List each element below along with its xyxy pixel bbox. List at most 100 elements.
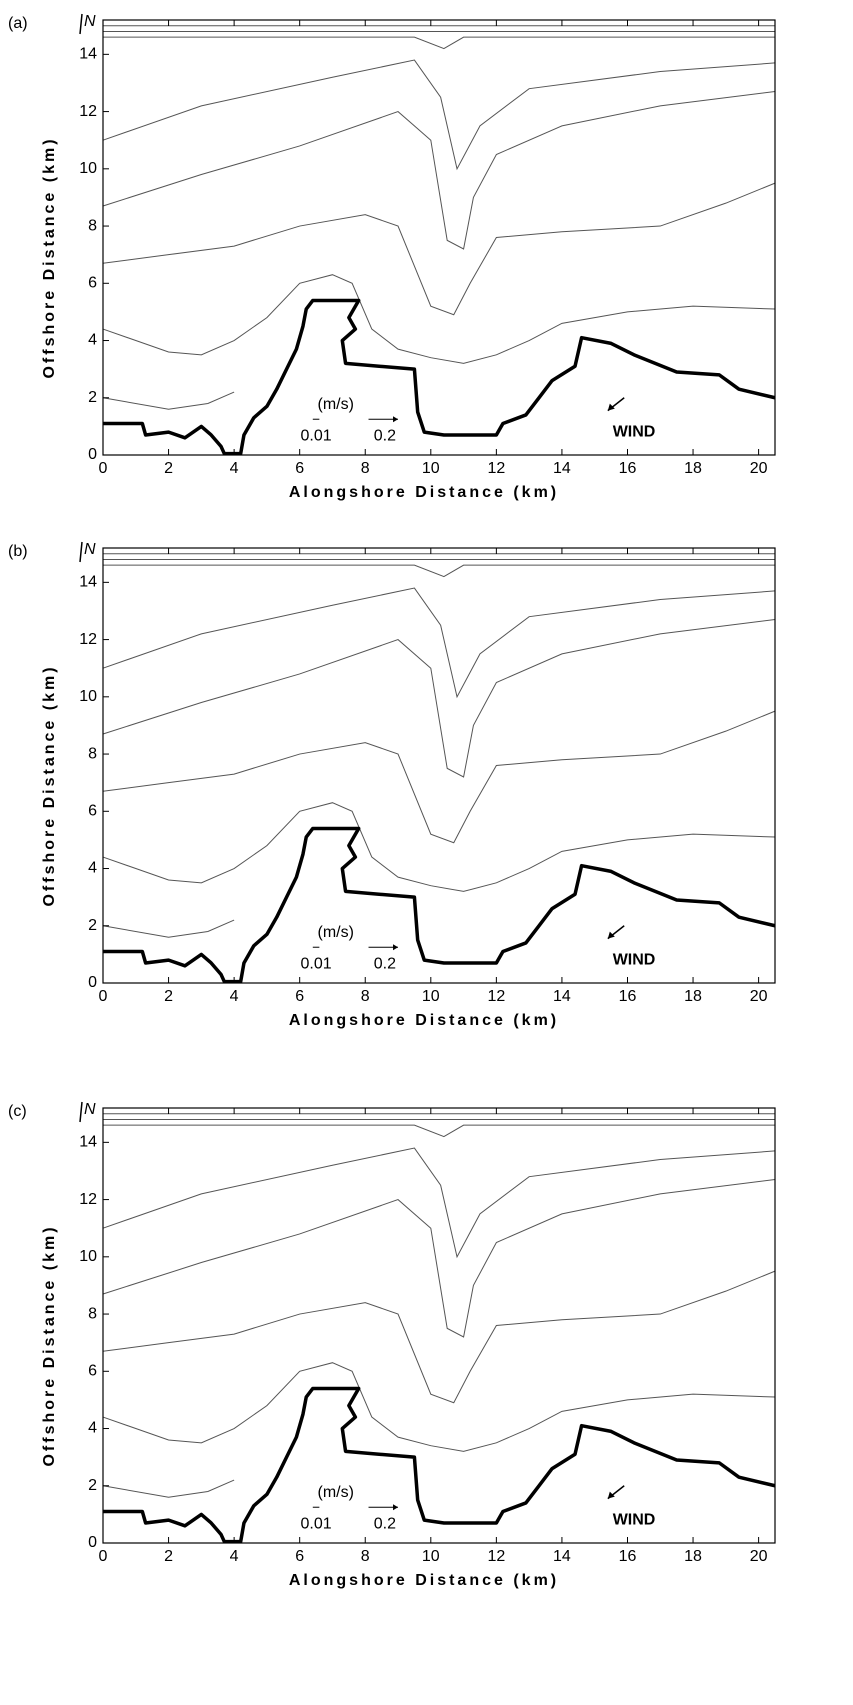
x-tick-label: 18: [684, 460, 702, 477]
plot-frame: [102, 19, 776, 456]
x-tick-label: 10: [422, 460, 440, 477]
x-tick-label: 16: [619, 988, 637, 1005]
y-tick-label: 10: [79, 688, 97, 705]
x-tick-label: 14: [553, 1548, 571, 1565]
north-arrow: [79, 13, 83, 35]
y-tick-label: 2: [88, 1477, 97, 1494]
y-axis-label: Offshore Distance (km): [41, 1224, 58, 1466]
panel: 0 2 4 6 8 10 12 14 16 18 20 0 2 4 6 8 10 12 14 Alongshore D…: [8, 13, 775, 501]
x-tick-label: 0: [99, 460, 108, 477]
x-tick-label: 18: [684, 988, 702, 1005]
x-tick-label: 4: [230, 988, 239, 1005]
x-tick-label: 0: [99, 988, 108, 1005]
x-tick-label: 12: [487, 1548, 505, 1565]
north-label: N: [84, 1101, 96, 1118]
x-tick-label: 14: [553, 460, 571, 477]
x-axis-label: Alongshore Distance (km): [289, 1012, 559, 1029]
x-tick-label: 0: [99, 1548, 108, 1565]
y-tick-label: 12: [79, 1191, 97, 1208]
panel-label: (a): [8, 15, 28, 32]
scale-units: (m/s): [318, 396, 354, 413]
y-tick-label: 14: [79, 574, 97, 591]
x-tick-label: 6: [295, 1548, 304, 1565]
x-axis-label: Alongshore Distance (km): [289, 1572, 559, 1589]
x-axis-label: Alongshore Distance (km): [289, 484, 559, 501]
y-axis-label: Offshore Distance (km): [41, 664, 58, 906]
y-tick-label: 6: [88, 1363, 97, 1380]
y-tick-label: 6: [88, 275, 97, 292]
x-tick-label: 20: [750, 988, 768, 1005]
y-tick-label: 14: [79, 1134, 97, 1151]
scale-large-label: 0.2: [374, 956, 396, 973]
north-arrow: [79, 541, 83, 563]
wind-arrow-head: [607, 1491, 615, 1499]
scale-small-label: 0.01: [301, 956, 332, 973]
y-tick-label: 4: [88, 1420, 97, 1437]
coastline: [103, 300, 775, 453]
y-tick-label: 0: [88, 446, 97, 463]
wind-label: WIND: [613, 423, 656, 440]
y-axis-label: Offshore Distance (km): [41, 136, 58, 378]
contour-lines: [103, 1114, 775, 1497]
x-tick-label: 4: [230, 460, 239, 477]
x-tick-label: 12: [487, 988, 505, 1005]
wind-arrow-head: [607, 931, 615, 939]
y-tick-label: 10: [79, 160, 97, 177]
y-tick-label: 8: [88, 745, 97, 762]
wind-label: WIND: [613, 1511, 656, 1528]
y-tick-label: 6: [88, 803, 97, 820]
panel: 0 2 4 6 8 10 12 14 16 18 20 0 2 4 6 8 10 12 14 Alongshore D…: [8, 1101, 775, 1589]
x-tick-label: 10: [422, 988, 440, 1005]
x-tick-label: 16: [619, 1548, 637, 1565]
wind-label: WIND: [613, 951, 656, 968]
y-tick-label: 12: [79, 631, 97, 648]
x-tick-label: 8: [361, 1548, 370, 1565]
panel-label: (b): [8, 543, 28, 560]
x-tick-label: 8: [361, 988, 370, 1005]
y-tick-label: 2: [88, 917, 97, 934]
contour-lines: [103, 554, 775, 937]
scale-units: (m/s): [318, 924, 354, 941]
y-tick-label: 8: [88, 1305, 97, 1322]
north-label: N: [84, 13, 96, 30]
scale-small-label: 0.01: [301, 1516, 332, 1533]
y-tick-label: 14: [79, 46, 97, 63]
coastline: [103, 1388, 775, 1541]
y-tick-label: 2: [88, 389, 97, 406]
panel-label: (c): [8, 1103, 27, 1120]
coastline: [103, 828, 775, 981]
scale-units: (m/s): [318, 1484, 354, 1501]
wind-arrow-head: [607, 403, 615, 411]
x-tick-label: 4: [230, 1548, 239, 1565]
x-tick-label: 2: [164, 460, 173, 477]
north-arrow: [79, 1101, 83, 1123]
plot-frame: [102, 547, 776, 984]
x-tick-label: 6: [295, 988, 304, 1005]
x-tick-label: 8: [361, 460, 370, 477]
scale-large-label: 0.2: [374, 1516, 396, 1533]
x-tick-label: 20: [750, 460, 768, 477]
y-tick-label: 8: [88, 217, 97, 234]
y-tick-label: 12: [79, 103, 97, 120]
contour-lines: [103, 26, 775, 409]
scale-arrow-head: [393, 944, 399, 951]
y-tick-label: 10: [79, 1248, 97, 1265]
y-tick-label: 4: [88, 332, 97, 349]
x-tick-label: 16: [619, 460, 637, 477]
y-tick-label: 0: [88, 974, 97, 991]
scale-arrow-head: [393, 1504, 399, 1511]
x-tick-label: 2: [164, 988, 173, 1005]
x-tick-label: 10: [422, 1548, 440, 1565]
y-tick-label: 4: [88, 860, 97, 877]
scale-arrow-head: [393, 416, 399, 423]
x-tick-label: 12: [487, 460, 505, 477]
plot-frame: [102, 1107, 776, 1544]
scale-large-label: 0.2: [374, 428, 396, 445]
scale-small-label: 0.01: [301, 428, 332, 445]
x-tick-label: 18: [684, 1548, 702, 1565]
x-tick-label: 14: [553, 988, 571, 1005]
x-tick-label: 20: [750, 1548, 768, 1565]
x-tick-label: 6: [295, 460, 304, 477]
north-label: N: [84, 541, 96, 558]
